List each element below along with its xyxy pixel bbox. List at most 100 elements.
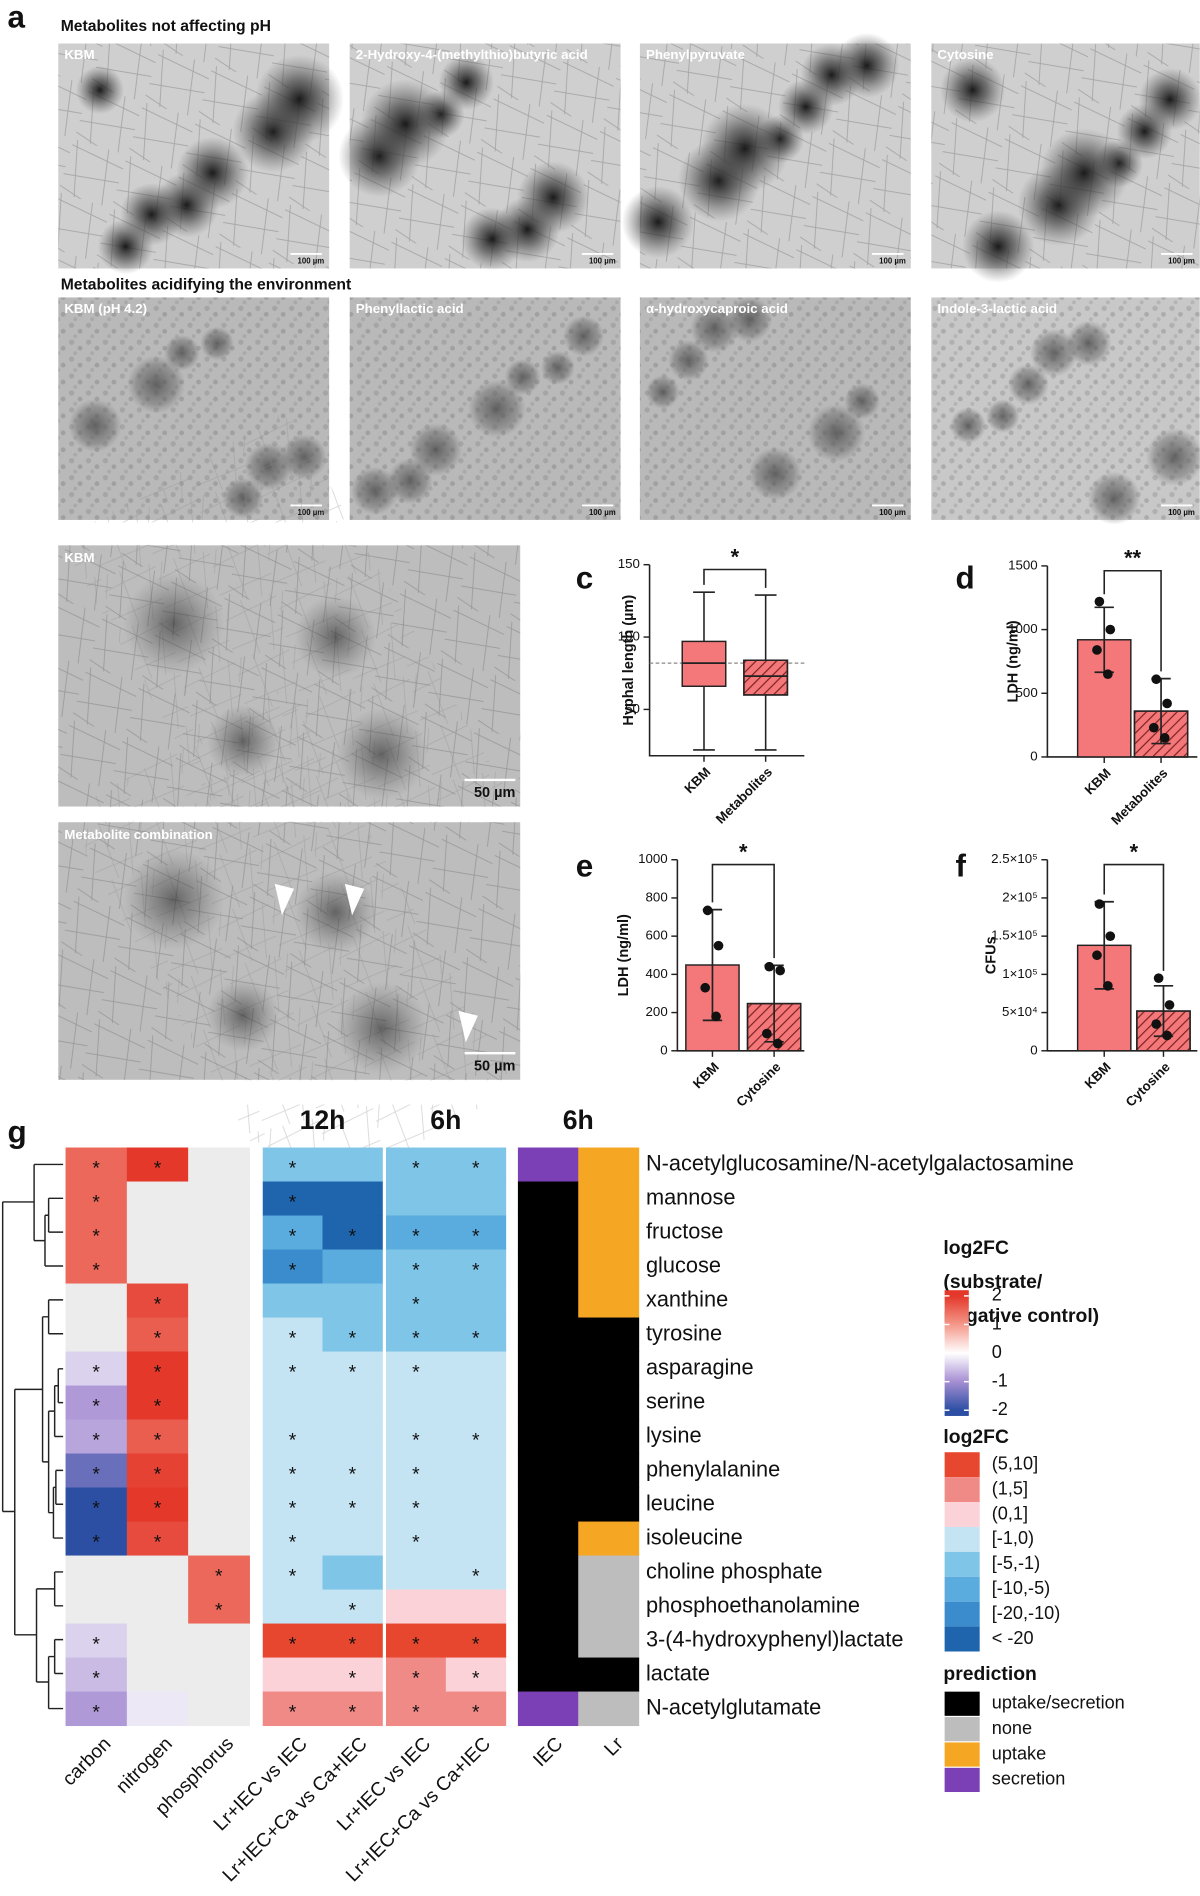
significance-star: * — [412, 1531, 420, 1553]
significance-star: * — [92, 1633, 100, 1655]
panel-label: f — [956, 848, 967, 883]
scale-label: 100 µm — [879, 508, 906, 517]
data-point — [1162, 698, 1172, 709]
prediction-cell — [517, 1589, 579, 1625]
bin-cell — [262, 1351, 323, 1387]
significance-star: * — [289, 1497, 297, 1519]
y-tick-label: 50 — [625, 701, 640, 716]
arrowhead — [458, 1010, 478, 1043]
photo-feature — [700, 103, 790, 194]
significance-star: * — [289, 1157, 297, 1179]
photo-feature — [467, 379, 526, 438]
heat-cell — [126, 1385, 189, 1421]
missing-cell — [126, 1555, 189, 1591]
significance-bracket — [1103, 863, 1165, 971]
bin-cell — [445, 1521, 507, 1557]
significance-star: * — [472, 1429, 480, 1451]
legend-swatch — [944, 1502, 980, 1527]
significance-star: * — [289, 1429, 297, 1451]
legend-label: (1,5] — [992, 1478, 1028, 1498]
significance-star: * — [92, 1531, 100, 1553]
bin-cell — [322, 1317, 383, 1353]
significance-star: * — [289, 1259, 297, 1281]
significance-star: * — [215, 1599, 223, 1621]
heat-cell — [65, 1181, 128, 1217]
column-label: carbon — [58, 1733, 115, 1790]
gap — [382, 1142, 386, 1736]
group-title: Metabolites not affecting pH — [61, 18, 271, 35]
bin-cell — [262, 1487, 323, 1523]
scale-label: 100 µm — [1168, 256, 1195, 265]
missing-cell — [126, 1589, 189, 1625]
image-label: 2-Hydroxy-4-(methylthio)butyric acid — [356, 47, 588, 62]
legend-swatch — [944, 1576, 980, 1602]
bin-cell — [445, 1691, 507, 1727]
image-label: Indole-3-lactic acid — [937, 301, 1057, 316]
prediction-cell — [517, 1249, 579, 1285]
photo-feature — [409, 423, 463, 477]
bin-cell — [445, 1453, 507, 1489]
bin-cell — [445, 1181, 507, 1217]
photo-feature — [75, 65, 125, 115]
bin-cell — [385, 1249, 447, 1285]
data-point — [775, 965, 786, 976]
missing-cell — [188, 1691, 250, 1727]
photo-feature — [294, 871, 377, 954]
significance-star: * — [92, 1259, 100, 1281]
missing-cell — [65, 1555, 128, 1591]
significance-star: * — [412, 1701, 420, 1723]
image-label: KBM — [64, 550, 94, 565]
bin-cell — [385, 1657, 447, 1693]
prediction-cell — [578, 1351, 640, 1387]
prediction-cell — [517, 1453, 579, 1489]
significance-star: * — [289, 1565, 297, 1587]
significance-bracket — [711, 863, 775, 959]
bin-cell — [262, 1623, 323, 1659]
bin-cell — [385, 1555, 447, 1591]
legend-title: log2FC — [943, 1237, 1009, 1259]
y-tick-label: 500 — [1016, 685, 1038, 700]
prediction-cell — [578, 1385, 640, 1421]
x-tick-label: KBM — [690, 1059, 722, 1091]
image-label: KBM — [64, 47, 94, 62]
y-tick-label: 600 — [646, 928, 668, 943]
significance-star: * — [349, 1599, 357, 1621]
gap — [509, 1142, 518, 1736]
photo-feature — [360, 79, 451, 169]
prediction-cell — [578, 1623, 640, 1659]
photo-feature — [1039, 128, 1129, 218]
y-tick-label: 150 — [618, 556, 640, 571]
bin-cell — [445, 1147, 507, 1183]
bin-cell — [262, 1521, 323, 1557]
row-label: tyrosine — [646, 1320, 722, 1345]
y-tick-label: 200 — [646, 1004, 668, 1019]
missing-cell — [188, 1181, 250, 1217]
significance-star: * — [92, 1667, 100, 1689]
data-point — [1153, 973, 1164, 984]
heat-cell — [126, 1521, 189, 1557]
significance-star: * — [349, 1327, 357, 1349]
x-tick-label: Metabolites — [1108, 765, 1170, 827]
photo-feature — [1029, 328, 1079, 378]
significance-star: * — [92, 1463, 100, 1485]
bin-cell — [385, 1385, 447, 1421]
missing-cell — [188, 1283, 250, 1319]
panel-label: a — [8, 0, 26, 35]
bin-cell — [385, 1181, 447, 1217]
y-tick-label: 0 — [660, 1042, 667, 1057]
row-label: mannose — [646, 1184, 735, 1209]
significance-star: * — [412, 1633, 420, 1655]
significance: * — [1130, 839, 1139, 864]
bin-cell — [445, 1249, 507, 1285]
bin-cell — [322, 1351, 383, 1387]
data-point — [1162, 1030, 1172, 1041]
image-label: Metabolite combination — [64, 827, 212, 842]
missing-cell — [126, 1249, 189, 1285]
row-label: xanthine — [646, 1286, 728, 1311]
bin-cell — [322, 1215, 383, 1251]
significance-star: * — [154, 1327, 162, 1349]
significance-star: * — [472, 1633, 480, 1655]
image-label: KBM (pH 4.2) — [64, 301, 147, 316]
y-axis-label: LDH (ng/ml) — [1005, 620, 1021, 702]
x-tick-label: Metabolites — [713, 764, 775, 826]
